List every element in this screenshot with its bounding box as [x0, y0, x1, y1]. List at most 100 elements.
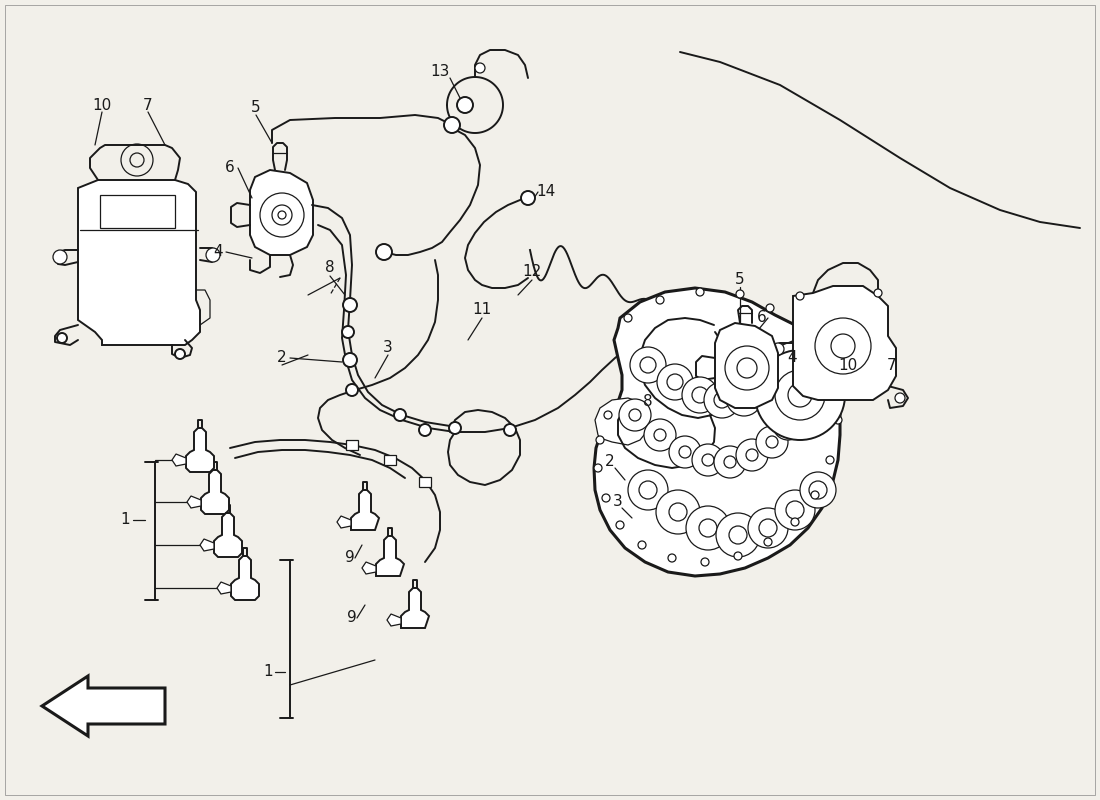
Circle shape	[630, 347, 666, 383]
Circle shape	[628, 470, 668, 510]
Circle shape	[594, 464, 602, 472]
FancyBboxPatch shape	[419, 477, 431, 487]
Text: 10: 10	[92, 98, 111, 113]
Circle shape	[521, 191, 535, 205]
Circle shape	[602, 494, 610, 502]
Polygon shape	[772, 340, 828, 390]
Circle shape	[504, 424, 516, 436]
Circle shape	[788, 383, 812, 407]
Circle shape	[449, 422, 461, 434]
Text: 1: 1	[263, 665, 273, 679]
Circle shape	[714, 446, 746, 478]
Circle shape	[773, 410, 803, 440]
Circle shape	[755, 350, 845, 440]
Text: 6: 6	[757, 310, 767, 326]
Circle shape	[764, 360, 801, 396]
Text: 4: 4	[213, 245, 223, 259]
Circle shape	[701, 558, 710, 566]
Circle shape	[624, 314, 632, 322]
Polygon shape	[376, 536, 404, 576]
Polygon shape	[186, 428, 214, 472]
FancyBboxPatch shape	[346, 440, 358, 450]
Circle shape	[826, 456, 834, 464]
Circle shape	[640, 357, 656, 373]
Circle shape	[756, 426, 788, 458]
Circle shape	[692, 387, 708, 403]
Circle shape	[342, 326, 354, 338]
Circle shape	[346, 384, 358, 396]
Circle shape	[669, 436, 701, 468]
Polygon shape	[231, 556, 258, 600]
Circle shape	[656, 490, 700, 534]
Text: 12: 12	[522, 265, 541, 279]
Polygon shape	[172, 454, 186, 466]
Text: 5: 5	[251, 101, 261, 115]
FancyBboxPatch shape	[384, 455, 396, 465]
Circle shape	[57, 333, 67, 343]
Polygon shape	[337, 516, 351, 528]
Circle shape	[206, 248, 220, 262]
Text: 9: 9	[348, 610, 356, 626]
Circle shape	[776, 370, 791, 386]
Text: 9: 9	[345, 550, 355, 566]
Circle shape	[343, 353, 358, 367]
Circle shape	[343, 298, 358, 312]
Circle shape	[747, 372, 783, 408]
Circle shape	[657, 364, 693, 400]
Circle shape	[714, 392, 730, 408]
Polygon shape	[595, 398, 648, 445]
Circle shape	[475, 63, 485, 73]
Polygon shape	[200, 539, 214, 551]
Circle shape	[175, 349, 185, 359]
Circle shape	[895, 393, 905, 403]
Text: 10: 10	[838, 358, 858, 373]
Text: 13: 13	[430, 65, 450, 79]
Text: 8: 8	[326, 261, 334, 275]
Polygon shape	[715, 323, 778, 408]
Circle shape	[811, 491, 819, 499]
Circle shape	[616, 521, 624, 529]
Polygon shape	[402, 588, 429, 628]
Circle shape	[736, 290, 744, 298]
Text: 3: 3	[383, 341, 393, 355]
Text: 6: 6	[226, 161, 235, 175]
Circle shape	[816, 351, 824, 359]
Text: 2: 2	[277, 350, 287, 366]
Circle shape	[764, 538, 772, 546]
Circle shape	[604, 411, 612, 419]
Circle shape	[704, 382, 740, 418]
Circle shape	[800, 472, 836, 508]
Circle shape	[734, 552, 742, 560]
Circle shape	[726, 380, 762, 416]
Circle shape	[619, 399, 651, 431]
Polygon shape	[594, 288, 840, 576]
Circle shape	[834, 416, 842, 424]
Circle shape	[748, 508, 788, 548]
Circle shape	[668, 554, 676, 562]
Polygon shape	[793, 286, 896, 400]
Circle shape	[692, 444, 724, 476]
Circle shape	[696, 288, 704, 296]
Text: 4: 4	[788, 350, 796, 366]
Circle shape	[686, 506, 730, 550]
Circle shape	[638, 541, 646, 549]
Circle shape	[53, 250, 67, 264]
Polygon shape	[201, 470, 229, 514]
Text: 11: 11	[472, 302, 492, 318]
Circle shape	[644, 419, 676, 451]
Circle shape	[874, 289, 882, 297]
Circle shape	[716, 513, 760, 557]
Text: 8: 8	[644, 394, 652, 410]
Circle shape	[596, 436, 604, 444]
Polygon shape	[351, 490, 380, 530]
Text: 5: 5	[735, 273, 745, 287]
Circle shape	[736, 390, 752, 406]
Text: 1: 1	[120, 513, 130, 527]
Circle shape	[776, 490, 815, 530]
Circle shape	[376, 244, 392, 260]
Text: 7: 7	[888, 358, 896, 373]
Circle shape	[766, 304, 774, 312]
Circle shape	[757, 382, 773, 398]
Circle shape	[656, 296, 664, 304]
Circle shape	[444, 117, 460, 133]
